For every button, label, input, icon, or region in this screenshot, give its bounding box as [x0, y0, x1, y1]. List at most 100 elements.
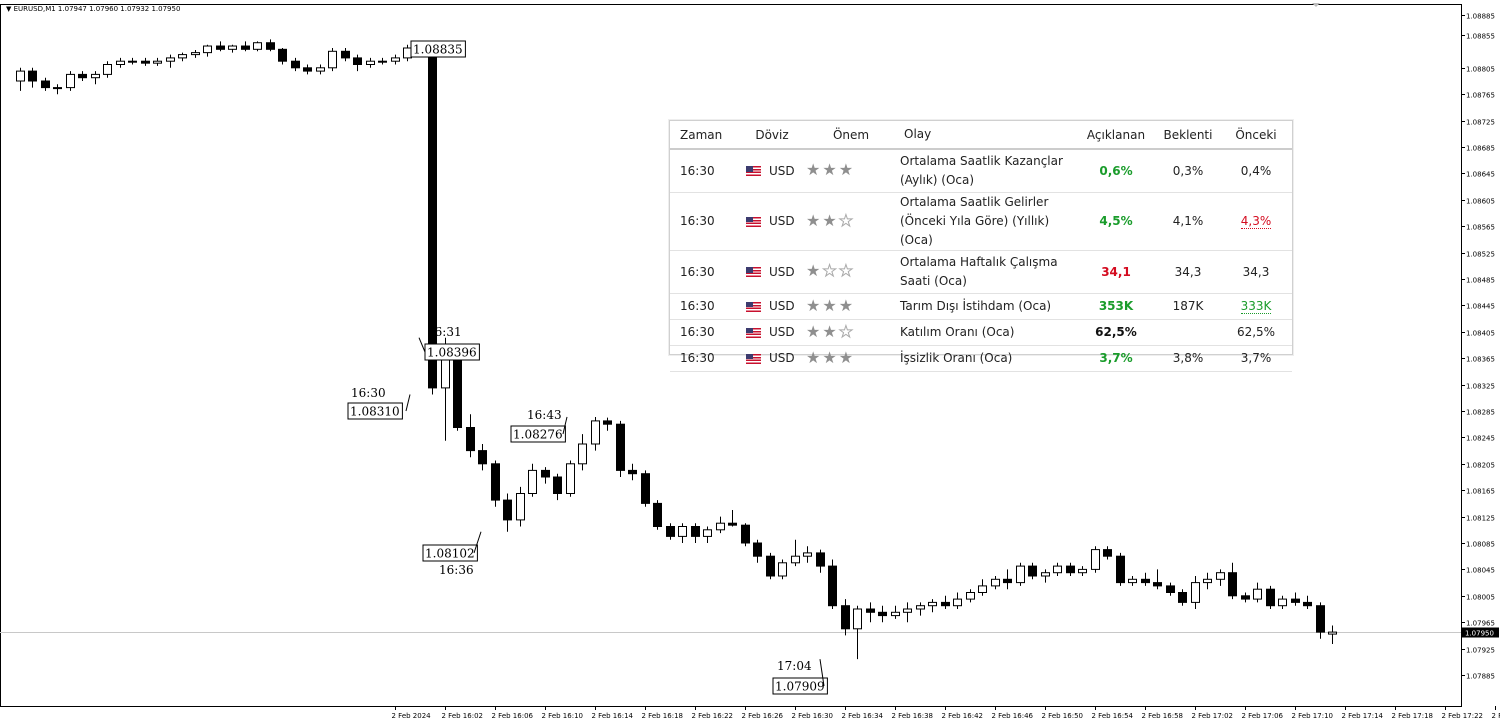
event-forecast: 3,8% [1156, 345, 1220, 372]
candle-bull [678, 526, 687, 537]
us-flag-icon [746, 327, 761, 338]
star-icon: ★ [838, 160, 854, 180]
candle-bull [403, 47, 412, 59]
candle-bear [541, 469, 550, 478]
currency-code: USD [769, 214, 795, 228]
candle-bear [1066, 565, 1075, 574]
y-tick-label: 1.08605 [1466, 198, 1495, 206]
star-icon: ★ [806, 321, 821, 341]
x-tick-label: 2 Feb 16:30 [792, 712, 833, 720]
annotation-price-top-box [410, 40, 466, 58]
events-header-row: Zaman Döviz Önem Olay Açıklanan Beklenti… [670, 121, 1292, 150]
candle-bear [28, 70, 37, 82]
candle-bull [1253, 588, 1262, 600]
event-currency: USD [738, 345, 806, 372]
economic-events-table: Zaman Döviz Önem Olay Açıklanan Beklenti… [670, 121, 1292, 372]
us-flag-icon [746, 216, 761, 227]
candle-bear [1228, 572, 1237, 597]
candle-bull [791, 555, 800, 564]
candle-bear [503, 499, 512, 521]
event-actual: 3,7% [1076, 345, 1156, 372]
x-tick-label: 2 Feb 16:26 [742, 712, 784, 720]
candle-bear [1303, 601, 1312, 607]
event-importance: ★ ★ ★ [806, 345, 896, 372]
event-row[interactable]: 16:30 USD ★ ★ ★ Ortalama Saatlik Kazançlar (A… [670, 149, 1292, 193]
star-icon: ★ [822, 295, 837, 315]
candle-bull [803, 552, 812, 557]
candle-bull [1216, 572, 1225, 580]
candle-bull [703, 529, 712, 537]
candle-bull [1203, 578, 1212, 584]
currency-code: USD [769, 264, 795, 279]
candle-bull [516, 493, 525, 521]
annotation-leader [473, 531, 482, 554]
annotation-price-1630-box [347, 402, 403, 420]
candle-bull [1191, 582, 1200, 603]
x-tick-label: 2 Feb 16:14 [592, 712, 634, 720]
star-icon: ★ [806, 347, 821, 367]
event-row[interactable]: 16:30 USD ★ ★ ★ Ortalama Haftalık Çalışma Saa… [670, 250, 1292, 294]
x-tick-label: 2 Feb 17:22 [1442, 712, 1483, 720]
y-tick-label: 1.07925 [1466, 647, 1495, 655]
candle-bull [378, 60, 387, 63]
y-tick-label: 1.08005 [1466, 594, 1495, 602]
candle-bear [1116, 555, 1125, 584]
chart-menu-arrow-icon[interactable]: ▼ [6, 5, 12, 13]
candle-bear [1153, 582, 1162, 587]
annotation-price-1704: 1.07909 [775, 680, 825, 694]
event-importance: ★ ★ ★ [806, 250, 896, 294]
event-row[interactable]: 16:30 USD ★ ★ ★ Tarım Dışı İstihdam (Oca) 353K… [670, 293, 1292, 320]
event-time: 16:30 [670, 149, 738, 193]
candle-bull [928, 601, 937, 607]
y-tick-label: 1.08525 [1466, 251, 1495, 259]
event-time: 16:30 [670, 319, 738, 346]
candle-bull [1328, 631, 1337, 635]
x-tick-label: 2 Feb 17:06 [1242, 712, 1284, 720]
candle-bull [566, 463, 575, 494]
star-icon: ★ [838, 295, 854, 315]
event-previous: 333K [1220, 293, 1292, 320]
candle-bull [1016, 565, 1025, 584]
candle-bear [1166, 585, 1175, 594]
event-row[interactable]: 16:30 USD ★ ★ ★ İşsizlik Oranı (Oca) 3,7% 3,8% 3… [670, 345, 1292, 372]
event-row[interactable]: 16:30 USD ★ ★ ★ Ortalama Saatlik Gelirler (Ön… [670, 192, 1292, 251]
annotation-price-top: 1.08835 [413, 43, 463, 57]
candle-bull [391, 57, 400, 62]
candle-bull [328, 50, 337, 69]
event-row[interactable]: 16:30 USD ★ ★ ★ Katılım Oranı (Oca) 62,5% 62,5% [670, 319, 1292, 346]
candle-bear [141, 60, 150, 64]
candle-bear [728, 522, 737, 526]
currency-code: USD [769, 299, 795, 313]
event-currency: USD [738, 192, 806, 251]
x-tick-label: 2 Feb 16:54 [1092, 712, 1134, 720]
current-price-tag [1462, 627, 1499, 638]
event-forecast [1156, 319, 1220, 346]
chart-symbol-label: ▼ EURUSD,M1 1.07947 1.07960 1.07932 1.07… [6, 5, 180, 13]
event-name: Ortalama Saatlik Kazançlar (Aylık) (Oca) [896, 149, 1076, 193]
candle-bull [953, 598, 962, 607]
candle-bear [303, 67, 312, 72]
current-price-label: 1.07950 [1465, 630, 1494, 638]
candle-bull [991, 578, 1000, 587]
candle-bear [466, 427, 475, 452]
scroll-marker-icon[interactable] [1312, 3, 1320, 7]
annotation-price-1704-box [772, 677, 828, 695]
candle-bear [878, 611, 887, 617]
header-time: Zaman [670, 121, 738, 150]
y-tick-label: 1.08855 [1466, 33, 1495, 41]
y-tick-label: 1.08325 [1466, 383, 1495, 391]
event-time: 16:30 [670, 250, 738, 294]
candle-bull [1128, 578, 1137, 584]
candle-bull [66, 73, 75, 89]
y-tick-label: 1.08685 [1466, 145, 1495, 153]
candle-bear [641, 473, 650, 504]
y-tick-label: 1.08725 [1466, 119, 1495, 127]
star-icon: ★ [806, 160, 821, 180]
candle-bull [53, 87, 62, 90]
candle-bull [116, 60, 125, 66]
event-forecast: 4,1% [1156, 192, 1220, 251]
candle-bear [78, 73, 87, 79]
annotation-price-1631: 1.08396 [427, 346, 477, 360]
candle-bull [903, 608, 912, 613]
x-tick-label: 2 Feb 16:58 [1142, 712, 1183, 720]
